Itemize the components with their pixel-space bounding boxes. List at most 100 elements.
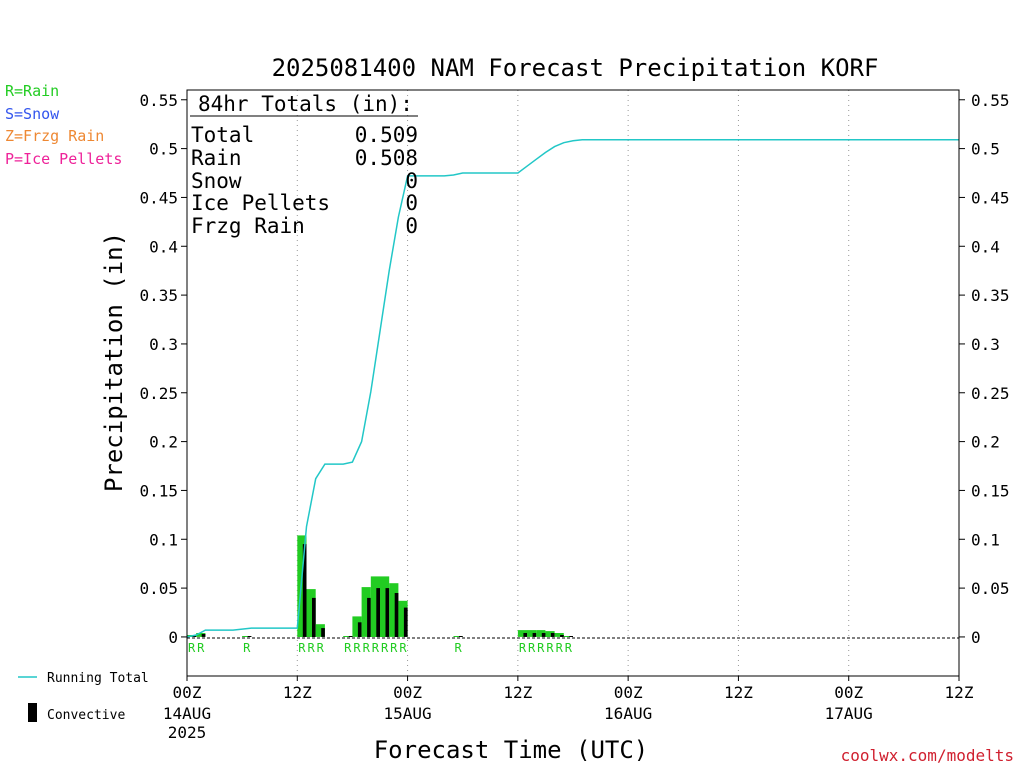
totals-box: 84hr Totals (in): Total 0.509 Rain 0.508…	[190, 92, 418, 238]
precip-bar	[315, 624, 325, 637]
ptype-letter: R	[372, 641, 380, 655]
plot-frame	[186, 89, 960, 677]
precip-bars	[187, 535, 573, 637]
y-axis-left: 0 0.05 0.1 0.15 0.2 0.25 0.3 0.35 0.4 0.45 0.5 0.55	[139, 91, 187, 647]
ptype-letter: R	[528, 641, 536, 655]
y-tick-label-left: 0.25	[139, 384, 178, 403]
precip-bar	[453, 636, 463, 637]
credit-text: coolwx.com/modelts	[841, 746, 1014, 765]
ptype-letter: R	[556, 641, 564, 655]
ptype-letter: R	[188, 641, 196, 655]
precip-bar	[380, 576, 390, 637]
ptype-letter: R	[243, 641, 251, 655]
ptype-letter: R	[565, 641, 573, 655]
convective-bar	[403, 607, 408, 637]
convective-bar	[321, 628, 325, 637]
convective-bar	[385, 588, 390, 637]
ptype-letter: R	[537, 641, 545, 655]
precip-bar	[563, 636, 573, 637]
x-tick-year: 2025	[168, 723, 207, 742]
y-tick-label-right: 0.35	[971, 286, 1010, 305]
precip-bar	[306, 589, 316, 637]
totals-ice-pellets-label: Ice Pellets	[191, 191, 330, 215]
x-tick-label: 12Z	[503, 683, 532, 702]
totals-total-label: Total	[191, 123, 254, 147]
ptype-letter: R	[519, 641, 527, 655]
convective-bar	[560, 635, 564, 637]
convective-bar	[569, 636, 573, 637]
totals-ice-pellets-value: 0	[405, 191, 418, 215]
y-axis-right: 0 0.05 0.1 0.15 0.2 0.25 0.3 0.35 0.4 0.45 0.5 0.55	[959, 91, 1010, 647]
convective-bar	[532, 633, 537, 637]
convective-bar	[541, 633, 546, 637]
y-tick-label-left: 0	[168, 628, 178, 647]
convective-bar	[192, 636, 197, 637]
x-tick-date: 16AUG	[604, 704, 652, 723]
y-tick-label-right: 0.55	[971, 91, 1010, 110]
y-tick-label-right: 0.25	[971, 384, 1010, 403]
precip-bar	[398, 600, 408, 637]
y-tick-label-right: 0.2	[971, 433, 1000, 452]
ptype-letter: R	[344, 641, 352, 655]
precip-bar	[545, 631, 555, 637]
x-tick-date: 14AUG	[163, 704, 211, 723]
y-axis-title: Precipitation (in)	[100, 232, 128, 492]
y-tick-label-right: 0.4	[971, 237, 1000, 256]
ptype-key-ice-pellets: P=Ice Pellets	[5, 150, 122, 168]
y-tick-label-left: 0.35	[139, 286, 178, 305]
x-tick-label: 12Z	[283, 683, 312, 702]
y-tick-label-right: 0.15	[971, 481, 1010, 500]
convective-bar	[302, 544, 307, 637]
ptype-key-snow: S=Snow	[5, 105, 60, 123]
convective-bar	[394, 593, 399, 637]
chart-title: 2025081400 NAM Forecast Precipitation KO…	[272, 54, 879, 82]
ptype-letter: R	[197, 641, 205, 655]
y-tick-label-left: 0.4	[149, 237, 178, 256]
ptype-letter: R	[317, 641, 325, 655]
precip-bar	[242, 636, 252, 637]
y-tick-label-left: 0.45	[139, 188, 178, 207]
convective-bar	[550, 633, 555, 637]
totals-snow-label: Snow	[191, 169, 242, 193]
x-tick-date: 15AUG	[383, 704, 431, 723]
y-tick-label-left: 0.1	[149, 530, 178, 549]
running-total-polyline	[186, 139, 959, 638]
ptype-key-rain: R=Rain	[5, 82, 59, 100]
ptype-letter: R	[307, 641, 315, 655]
convective-bar	[523, 633, 528, 637]
convective-bar	[247, 636, 252, 637]
x-tick-label: 00Z	[834, 683, 863, 702]
legend-convective-label: Convective	[47, 708, 125, 723]
convective-bar	[201, 634, 206, 637]
y-tick-label-left: 0.55	[139, 91, 178, 110]
totals-frzg-rain-label: Frzg Rain	[191, 214, 305, 238]
x-tick-label: 00Z	[393, 683, 422, 702]
ptype-letter: R	[546, 641, 554, 655]
y-tick-label-right: 0.5	[971, 140, 1000, 159]
ptype-key-frzg-rain: Z=Frzg Rain	[5, 127, 104, 145]
precip-bar	[554, 633, 564, 637]
y-tick-label-right: 0.05	[971, 579, 1010, 598]
x-tick-label: 12Z	[945, 683, 974, 702]
precip-bar	[352, 616, 362, 637]
totals-rain-value: 0.508	[355, 146, 418, 170]
precip-bar	[361, 587, 371, 637]
totals-frzg-rain-value: 0	[405, 214, 418, 238]
precip-bar	[343, 636, 353, 637]
totals-snow-value: 0	[405, 169, 418, 193]
running-total-line	[186, 139, 959, 638]
x-tick-label: 12Z	[724, 683, 753, 702]
totals-total-value: 0.509	[355, 123, 418, 147]
legend-running-total-label: Running Total	[47, 671, 149, 686]
ptype-letter: R	[381, 641, 389, 655]
precip-bar	[297, 535, 307, 637]
y-tick-label-left: 0.05	[139, 579, 178, 598]
convective-bar	[348, 636, 353, 637]
ptype-letter: R	[353, 641, 361, 655]
convective-bar	[376, 588, 380, 637]
y-tick-label-right: 0	[971, 628, 981, 647]
convective-bar	[357, 622, 362, 637]
